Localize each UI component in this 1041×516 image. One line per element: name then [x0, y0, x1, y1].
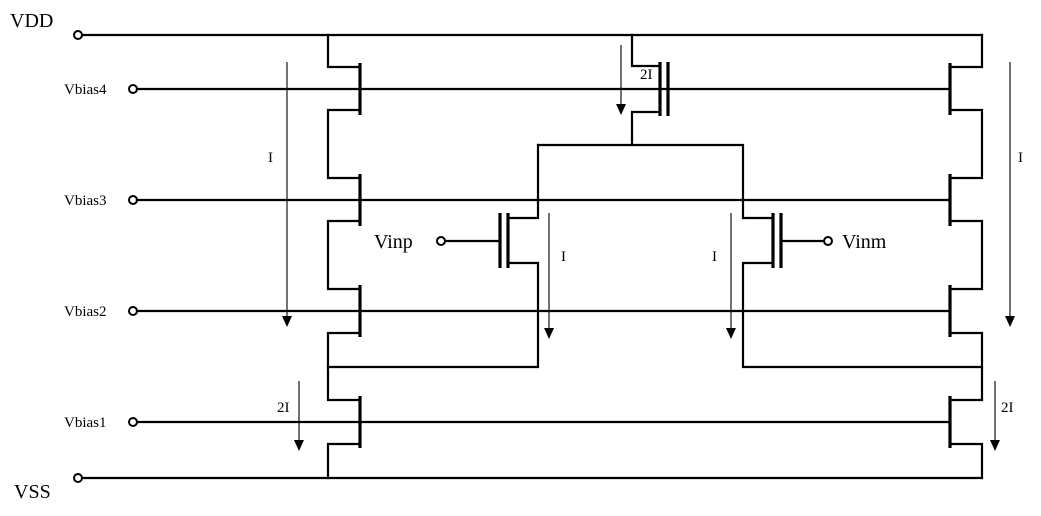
left-transistor-stack: [326, 33, 362, 480]
current-label-tail: 2I: [640, 67, 653, 83]
tail-current-source: [630, 33, 670, 147]
vinm-label: Vinm: [842, 231, 887, 253]
vbias3-line: Vbias3: [64, 193, 950, 209]
vinp-terminal: [436, 236, 446, 246]
vdd-label: VDD: [10, 10, 53, 32]
vbias4-terminal: [128, 84, 138, 94]
current-arrow-left-bottom: 2I: [277, 381, 304, 451]
current-label-left-cascode: I: [268, 150, 273, 166]
vbias2-label: Vbias2: [64, 304, 107, 320]
differential-pair: Vinp Vinm: [326, 143, 984, 369]
vinm-terminal: [823, 236, 833, 246]
current-arrow-diff-right: I: [712, 213, 736, 339]
vbias2-line: Vbias2: [64, 304, 950, 320]
current-label-diff-right: I: [712, 249, 717, 265]
current-arrow-diff-left: I: [544, 213, 566, 339]
vss-label: VSS: [14, 481, 51, 503]
vbias3-terminal: [128, 195, 138, 205]
current-arrow-right-bottom: 2I: [990, 381, 1014, 451]
vinp-label: Vinp: [374, 231, 413, 253]
vss-rail: VSS: [14, 473, 984, 503]
vbias4-label: Vbias4: [64, 82, 107, 98]
current-label-right-bottom: 2I: [1001, 400, 1014, 416]
vbias4-line: Vbias4: [64, 82, 950, 98]
right-transistor-stack: [948, 33, 984, 480]
current-arrow-tail: 2I: [616, 45, 653, 115]
current-arrow-right-cascode: I: [1005, 62, 1023, 327]
current-label-diff-left: I: [561, 249, 566, 265]
vbias1-terminal: [128, 417, 138, 427]
vbias1-line: Vbias1: [64, 415, 950, 431]
current-label-left-bottom: 2I: [277, 400, 290, 416]
vbias1-label: Vbias1: [64, 415, 107, 431]
current-label-right-cascode: I: [1018, 150, 1023, 166]
vss-terminal: [73, 473, 83, 483]
vbias2-terminal: [128, 306, 138, 316]
current-arrow-left-cascode: I: [268, 62, 292, 327]
vdd-rail: VDD: [10, 10, 984, 40]
vdd-terminal: [73, 30, 83, 40]
vbias3-label: Vbias3: [64, 193, 107, 209]
